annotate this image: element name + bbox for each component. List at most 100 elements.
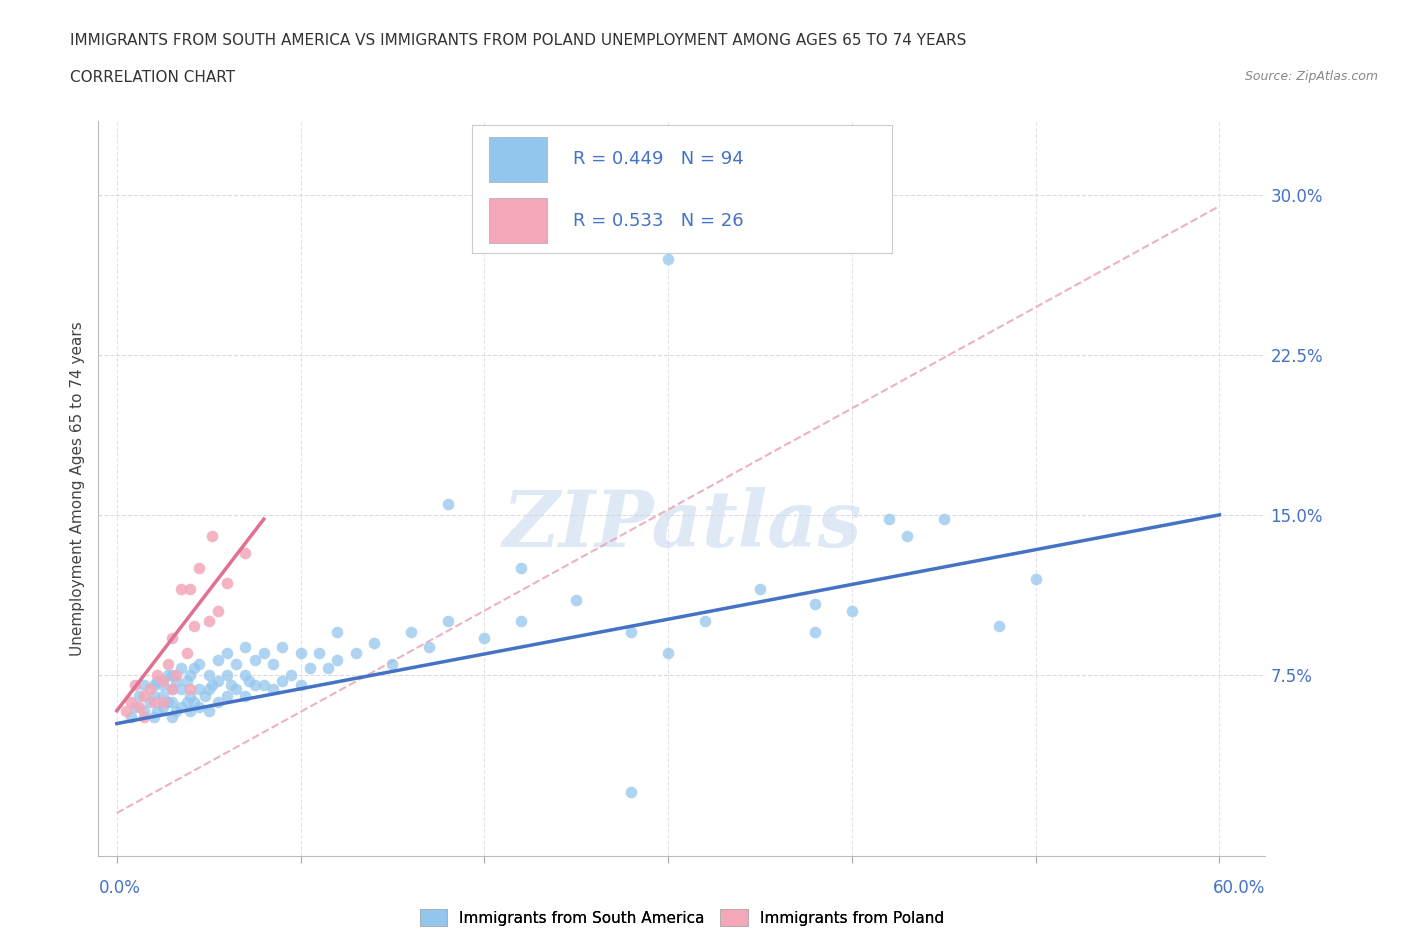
Point [238,673,260,688]
Point [510,614,533,629]
Point [179,682,201,697]
Point [188,561,211,576]
Point [896,529,918,544]
Point [326,652,349,667]
Point [215,667,238,682]
Point [152,688,174,703]
Point [139,682,162,697]
Point [620,784,643,799]
Point [262,682,284,697]
Point [157,657,180,671]
Point [152,695,174,710]
Point [146,703,169,718]
Point [418,640,440,655]
Point [194,688,217,703]
Point [121,695,143,710]
Point [197,667,219,682]
Point [472,631,495,645]
Point [142,688,165,703]
Point [146,673,169,688]
Point [749,582,772,597]
Point [344,645,367,660]
Point [152,673,174,688]
Point [207,695,229,710]
Point [235,667,257,682]
Point [308,645,330,660]
Point [243,678,266,693]
Point [326,625,349,640]
Text: CORRELATION CHART: CORRELATION CHART [70,70,235,85]
Point [987,618,1010,633]
Point [657,645,679,660]
Point [115,703,138,718]
Point [243,652,266,667]
Point [657,252,679,267]
Point [124,678,146,693]
Point [160,710,183,724]
Point [1025,571,1047,586]
Point [165,673,187,688]
Point [290,678,312,693]
Point [693,614,716,629]
Point [565,592,588,607]
Point [176,645,198,660]
Point [363,635,385,650]
Point [271,640,294,655]
Point [215,645,238,660]
Point [134,688,156,703]
Point [165,667,187,682]
Point [157,667,180,682]
Point [399,625,422,640]
Point [298,660,321,675]
Point [197,614,219,629]
Point [179,667,201,682]
Point [179,703,201,718]
Point [160,667,183,682]
Point [197,703,219,718]
Point [201,529,224,544]
Point [128,688,150,703]
Point [381,657,404,671]
Point [152,699,174,714]
Point [142,695,165,710]
Point [188,657,211,671]
Point [219,678,242,693]
Point [157,695,180,710]
Point [253,678,276,693]
Point [932,512,955,526]
Point [176,673,198,688]
Point [197,682,219,697]
Point [170,699,193,714]
Point [183,660,205,675]
Point [142,678,165,693]
Point [620,625,643,640]
Point [235,546,257,561]
Point [290,645,312,660]
Point [235,640,257,655]
Point [225,657,247,671]
Point [134,678,156,693]
Point [207,604,229,618]
Point [124,699,146,714]
Y-axis label: Unemployment Among Ages 65 to 74 years: Unemployment Among Ages 65 to 74 years [69,321,84,656]
Point [207,673,229,688]
Point [215,688,238,703]
Point [207,652,229,667]
Point [170,660,193,675]
Point [436,497,458,512]
Point [436,614,458,629]
Point [271,673,294,688]
Point [183,618,205,633]
Point [179,688,201,703]
Legend: Immigrants from South America, Immigrants from Poland: Immigrants from South America, Immigrant… [413,903,950,930]
Text: 0.0%: 0.0% [98,879,141,897]
Point [841,604,863,618]
Point [152,678,174,693]
Point [262,657,284,671]
Point [235,688,257,703]
Text: Source: ZipAtlas.com: Source: ZipAtlas.com [1244,70,1378,83]
Point [134,703,156,718]
Point [176,695,198,710]
Point [139,695,162,710]
Point [804,597,827,612]
